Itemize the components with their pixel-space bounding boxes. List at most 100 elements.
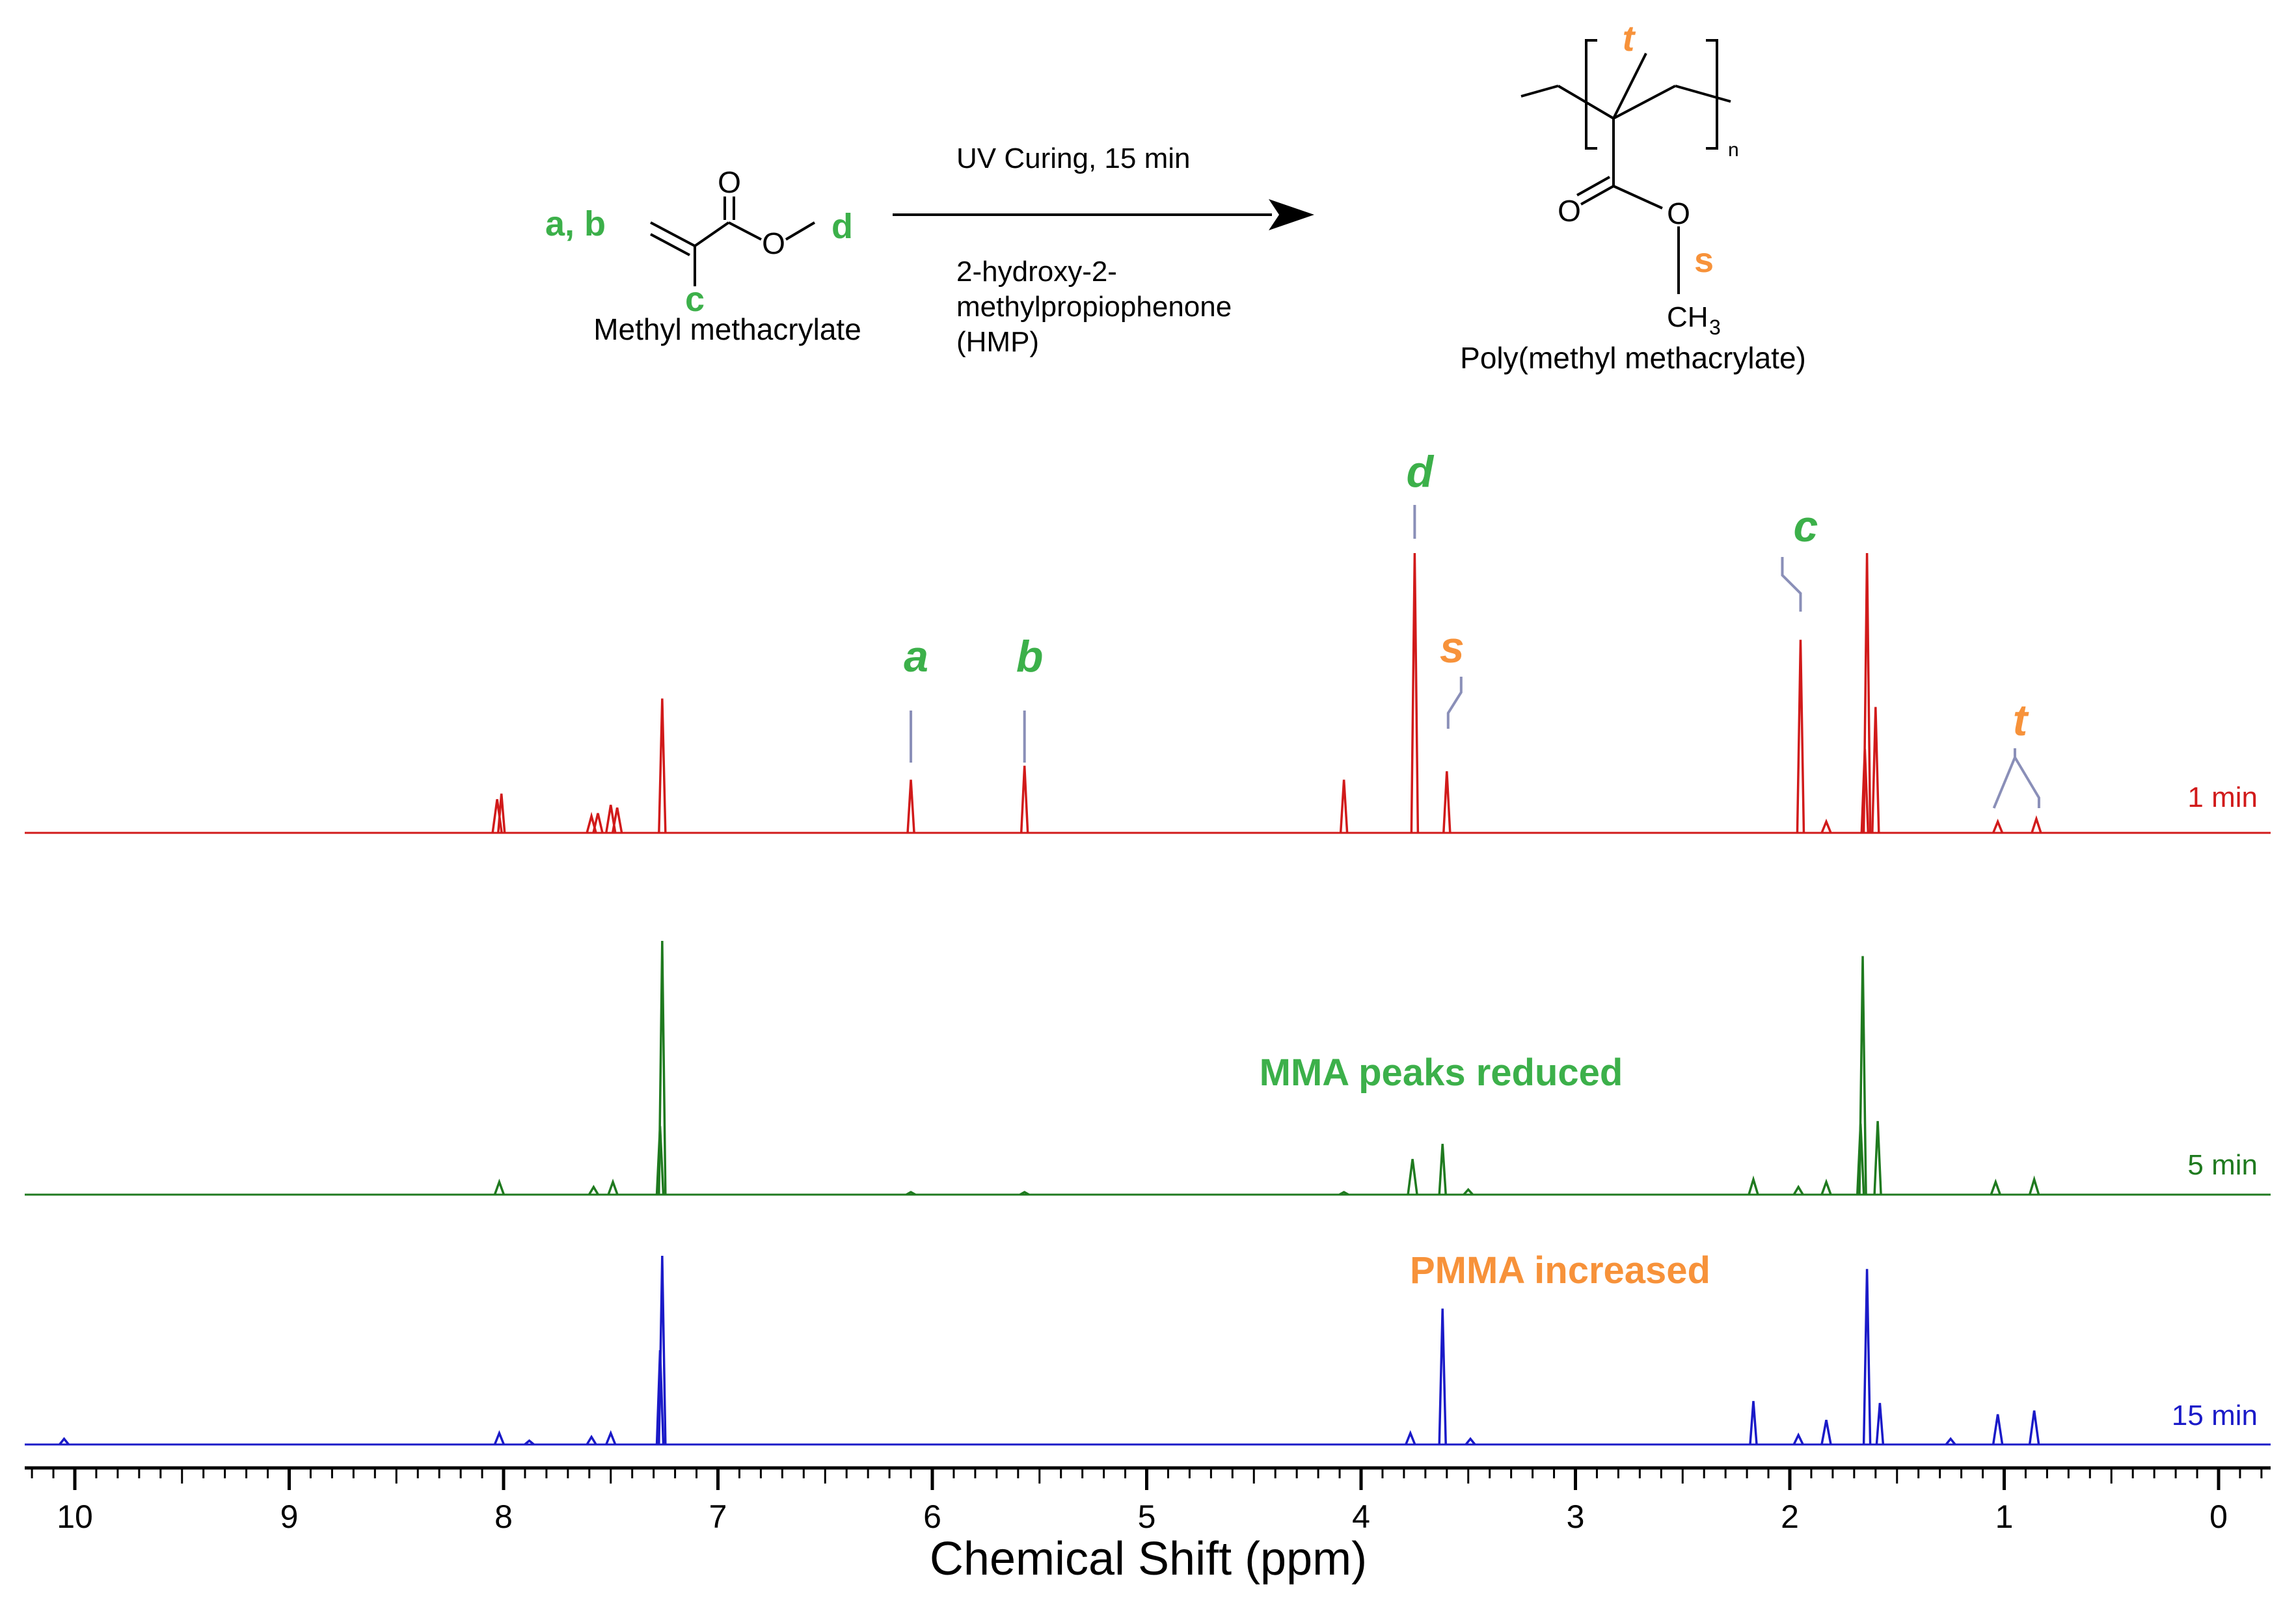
peak — [1338, 1191, 1349, 1196]
peak — [1463, 1187, 1474, 1196]
bond-chain-2 — [1613, 85, 1676, 120]
peak — [496, 793, 506, 834]
peak — [588, 1184, 599, 1195]
arrow-condition-line2: methylpropiophenone — [956, 291, 1232, 323]
x-tick-label: 1 — [1995, 1498, 2014, 1535]
methyl-group: CH — [1667, 301, 1708, 333]
peak — [59, 1437, 70, 1446]
nmr-spectra — [25, 552, 2271, 1446]
annotation-15-min: PMMA increased — [1410, 1249, 1710, 1292]
x-tick-label: 7 — [709, 1498, 727, 1535]
peak-label-d: d — [1407, 447, 1435, 496]
peak-leader-c — [1781, 557, 1802, 612]
peak — [906, 1191, 916, 1196]
reactant-name: Methyl methacrylate — [593, 312, 861, 346]
peak — [1749, 1401, 1758, 1445]
peak-leader-s — [1446, 677, 1463, 729]
spectrum-15-min — [25, 1255, 2271, 1446]
methyl-subscript: 3 — [1709, 316, 1721, 339]
peak-leader-t — [1992, 748, 2040, 809]
x-tick-label: 10 — [57, 1498, 93, 1535]
bond-carbonyl-c — [694, 221, 730, 247]
x-tick-label: 6 — [923, 1498, 941, 1535]
peak — [1820, 1419, 1832, 1445]
series-label: 1 min — [2187, 781, 2258, 813]
product-carbonyl-o: O — [1558, 194, 1581, 228]
peak — [1862, 552, 1872, 834]
spectrum-annotations: MMA peaks reduced PMMA increased — [1260, 1051, 1710, 1292]
arrow-condition-line1: 2-hydroxy-2- — [956, 256, 1117, 288]
bond-o-ch3 — [785, 221, 816, 241]
x-tick-label: 5 — [1138, 1498, 1156, 1535]
x-tick-label: 4 — [1352, 1498, 1370, 1535]
bond-vinyl-1 — [650, 221, 696, 247]
peak — [906, 780, 915, 834]
peak — [592, 813, 604, 834]
reaction-arrow — [893, 199, 1314, 230]
x-axis: 10 9 8 7 6 5 4 3 2 1 0 — [25, 1466, 2271, 1535]
x-tick-label: 9 — [280, 1498, 299, 1535]
peak-label-s: s — [1440, 623, 1465, 672]
annotation-5-min: MMA peaks reduced — [1260, 1051, 1623, 1094]
peak — [2028, 1175, 2040, 1195]
peak — [493, 1430, 506, 1445]
peak — [1820, 819, 1832, 834]
peak — [1442, 771, 1452, 834]
peak — [1792, 1432, 1804, 1445]
peak — [1990, 1178, 2001, 1195]
peak-label-c: c — [1794, 502, 1818, 551]
peak — [1465, 1437, 1476, 1446]
series-label: 5 min — [2187, 1149, 2258, 1181]
x-tick-label: 3 — [1567, 1498, 1585, 1535]
label-t-structure: t — [1623, 18, 1636, 59]
peak — [658, 698, 667, 834]
peak — [1438, 1308, 1447, 1445]
reactant-ester-o: O — [762, 226, 785, 260]
peak — [1873, 1120, 1882, 1195]
bond-co-single — [1580, 185, 1614, 206]
x-tick-label: 0 — [2209, 1498, 2228, 1535]
peak — [1820, 1178, 1832, 1195]
peak — [1875, 1403, 1885, 1445]
x-axis-title: Chemical Shift (ppm) — [930, 1533, 1367, 1585]
x-tick-label: 2 — [1781, 1498, 1799, 1535]
peak — [658, 940, 667, 1195]
series-label: 15 min — [2172, 1400, 2258, 1431]
peak — [2031, 815, 2042, 834]
peak — [1410, 552, 1420, 834]
bond-t-methyl — [1612, 53, 1647, 119]
bracket-left — [1585, 39, 1597, 150]
peak — [1858, 956, 1867, 1195]
peak — [1020, 765, 1029, 834]
peak — [1748, 1175, 1759, 1195]
product-structure — [1520, 39, 1731, 294]
peak — [493, 1178, 506, 1195]
peak — [1992, 1414, 2004, 1445]
label-s-structure: s — [1694, 241, 1714, 280]
bond-ester — [1613, 185, 1663, 210]
peak — [605, 1430, 617, 1445]
arrow-head-icon — [1269, 199, 1314, 230]
peak — [586, 1435, 597, 1445]
peak — [1945, 1437, 1956, 1446]
bond-chain-right-end — [1675, 85, 1731, 103]
x-tick-label: 8 — [494, 1498, 513, 1535]
peak — [2028, 1410, 2040, 1445]
peak — [524, 1439, 535, 1446]
spectrum-5-min — [25, 940, 2271, 1196]
peak — [611, 807, 623, 834]
peak — [1792, 1184, 1804, 1195]
label-c: c — [685, 280, 705, 319]
bond-co-double — [1576, 176, 1610, 197]
series-labels: 1 min 5 min 15 min — [2172, 781, 2258, 1431]
peak — [607, 1178, 619, 1195]
bracket-right — [1706, 39, 1718, 150]
label-d: d — [831, 207, 853, 246]
label-a-b: a, b — [545, 204, 606, 243]
reaction-scheme: O O a, b c d Methyl methacrylate UV Curi… — [545, 18, 1806, 375]
peak — [1862, 1269, 1872, 1445]
peak — [1407, 1159, 1418, 1195]
peak-labels: a b d s c t — [904, 447, 2040, 809]
peak — [658, 1255, 667, 1445]
peak — [1339, 780, 1349, 834]
